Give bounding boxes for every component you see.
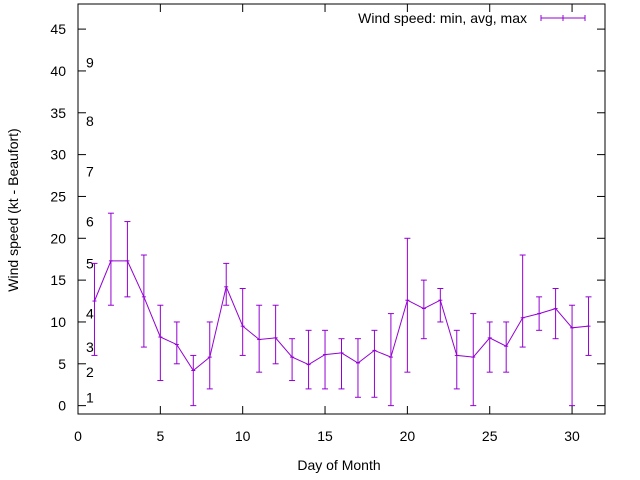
legend-sample (540, 15, 586, 21)
legend: Wind speed: min, avg, max (358, 10, 586, 26)
y-tick-label: 5 (58, 356, 66, 372)
beaufort-label: 6 (86, 214, 94, 230)
y-tick-label: 20 (50, 230, 66, 246)
beaufort-label: 8 (86, 113, 94, 129)
y-tick-label: 35 (50, 105, 66, 121)
y-tick-label: 15 (50, 272, 66, 288)
y-tick-label: 0 (58, 398, 66, 414)
beaufort-label: 3 (86, 339, 94, 355)
y-tick-label: 10 (50, 314, 66, 330)
x-tick-label: 0 (74, 428, 82, 444)
x-tick-label: 5 (156, 428, 164, 444)
plot-area-frame (77, 3, 606, 415)
beaufort-label: 1 (86, 389, 94, 405)
x-tick-label: 15 (317, 428, 333, 444)
beaufort-label: 7 (86, 163, 94, 179)
y-tick-label: 45 (50, 21, 66, 37)
plot-marks: 1 2 3 4 5 6 7 8 9 (86, 55, 592, 407)
beaufort-label: 5 (86, 255, 94, 271)
y-tick-label: 30 (50, 147, 66, 163)
beaufort-label: 9 (86, 55, 94, 71)
y-tick-label: 25 (50, 188, 66, 204)
beaufort-label: 4 (86, 306, 94, 322)
y-axis-label: Wind speed (kt - Beaufort) (5, 128, 21, 291)
x-tick-label: 30 (564, 428, 580, 444)
beaufort-label: 2 (86, 364, 94, 380)
legend-label: Wind speed: min, avg, max (358, 10, 527, 26)
x-tick-label: 10 (235, 428, 251, 444)
y-tick-label: 40 (50, 63, 66, 79)
x-axis-label: Day of Month (297, 457, 380, 473)
x-tick-label: 25 (482, 428, 498, 444)
x-tick-label: 20 (400, 428, 416, 444)
